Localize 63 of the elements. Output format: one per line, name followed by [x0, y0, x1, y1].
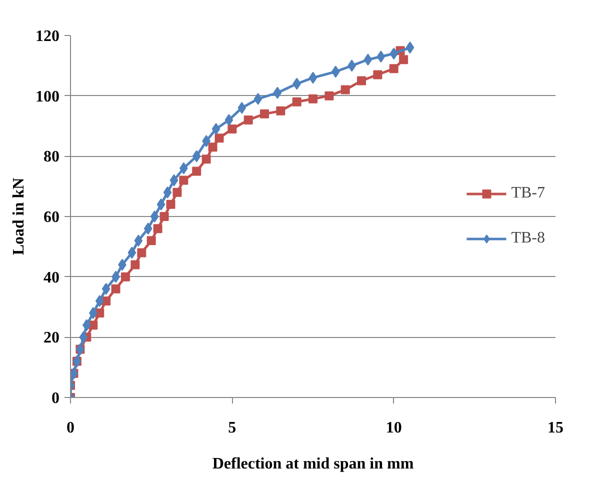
point — [202, 154, 211, 164]
point — [276, 106, 286, 116]
point — [364, 54, 372, 66]
point — [146, 236, 156, 246]
point — [134, 234, 143, 247]
point — [308, 72, 318, 84]
point — [153, 224, 162, 234]
point — [224, 114, 234, 126]
point — [170, 174, 178, 186]
point — [192, 166, 202, 176]
x-tick-label: 0 — [66, 420, 74, 436]
point — [150, 210, 159, 222]
y-tick-label: 100 — [36, 88, 60, 106]
point — [88, 307, 98, 320]
x-tick-label: 5 — [228, 420, 236, 436]
y-tick-label: 60 — [44, 209, 60, 226]
point — [254, 92, 262, 105]
x-axis-title: Deflection at mid span in mm — [212, 456, 414, 472]
x-tick-label: 15 — [548, 420, 564, 436]
point — [292, 97, 302, 106]
point — [156, 198, 166, 210]
point — [273, 86, 282, 99]
legend-label: TB-8 — [511, 230, 545, 248]
point — [166, 200, 176, 209]
point — [340, 85, 350, 94]
point — [260, 109, 269, 118]
y-tick-label: 20 — [44, 330, 60, 347]
point — [212, 123, 220, 136]
point — [160, 212, 169, 221]
point — [95, 294, 104, 307]
point — [172, 188, 182, 197]
x-tick-label: 10 — [386, 420, 402, 436]
point — [308, 94, 318, 104]
point — [376, 50, 386, 63]
point — [79, 331, 88, 344]
y-tick-label: 120 — [36, 28, 60, 45]
point — [208, 142, 218, 152]
y-tick-label: 40 — [44, 269, 60, 286]
point — [192, 150, 201, 162]
y-tick-label: 80 — [44, 148, 60, 166]
point — [120, 272, 130, 282]
point — [389, 64, 398, 74]
point — [111, 284, 120, 294]
point — [214, 134, 224, 143]
point — [406, 42, 414, 54]
point — [130, 260, 140, 270]
y-axis-title: Load in kN — [10, 177, 28, 256]
y-tick-label: 0 — [52, 390, 60, 407]
point — [163, 186, 172, 198]
point — [357, 76, 366, 86]
point — [373, 70, 382, 80]
point — [331, 66, 340, 78]
point — [238, 102, 246, 114]
point — [179, 176, 188, 185]
point — [399, 55, 408, 64]
point — [102, 282, 110, 295]
point — [228, 124, 237, 134]
point — [144, 222, 152, 235]
point — [137, 248, 146, 258]
point — [324, 91, 334, 100]
point — [128, 246, 136, 259]
point — [244, 115, 253, 124]
legend-label: TB-7 — [511, 184, 545, 202]
